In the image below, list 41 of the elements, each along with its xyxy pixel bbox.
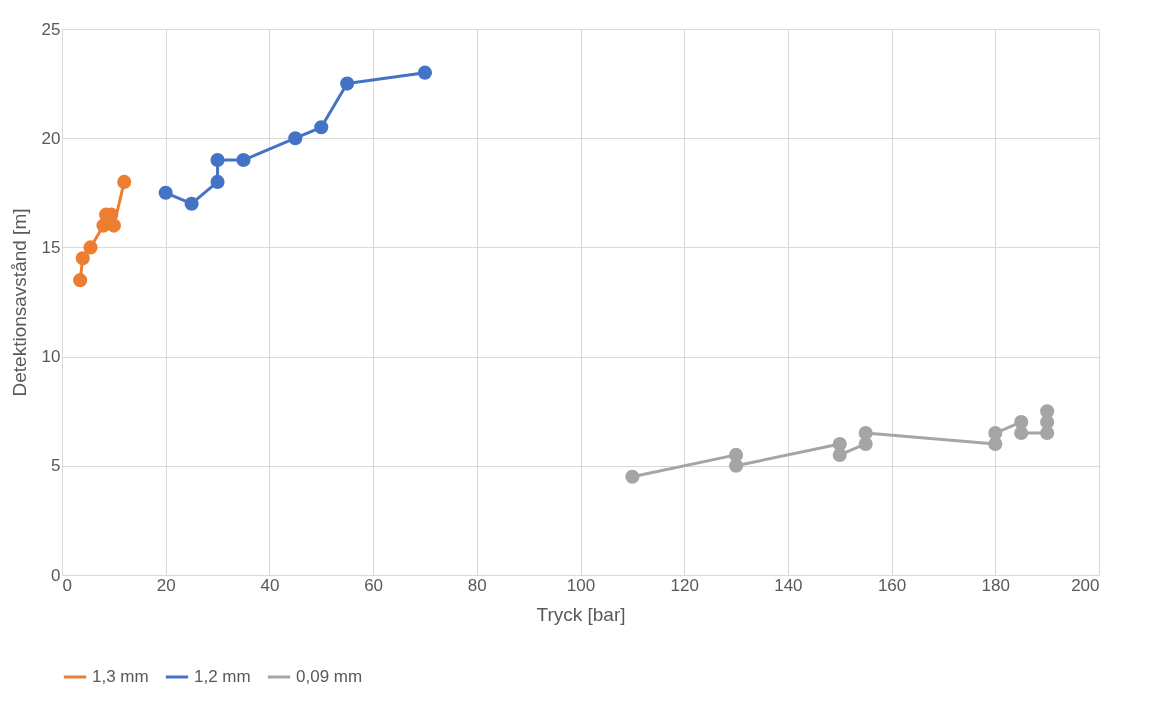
y-tick-label: 25 [41, 19, 61, 39]
legend-label: 1,3 mm [92, 667, 149, 686]
legend-label: 0,09 mm [296, 667, 363, 686]
y-tick-label: 15 [41, 237, 61, 257]
x-tick-label: 80 [467, 575, 487, 595]
point [858, 425, 873, 441]
x-tick-label: 40 [260, 575, 280, 595]
point [625, 469, 640, 484]
point [1014, 425, 1029, 441]
point [288, 131, 303, 146]
point [210, 174, 225, 189]
x-tick-label: 180 [981, 575, 1010, 595]
point [417, 65, 433, 80]
point [236, 152, 251, 168]
x-tick-label: 120 [670, 575, 699, 595]
point [106, 218, 121, 233]
point [728, 458, 744, 473]
x-tick-label: 200 [1071, 575, 1100, 595]
point [73, 273, 88, 288]
x-axis-title: Tryck [bar] [536, 603, 626, 625]
point [210, 152, 225, 168]
y-tick-label: 10 [41, 347, 61, 367]
point [83, 240, 98, 255]
x-tick-label: 140 [774, 575, 803, 595]
point [1040, 404, 1055, 419]
point [184, 196, 199, 211]
point [314, 120, 329, 135]
point [340, 76, 355, 91]
x-tick-label: 100 [566, 575, 596, 595]
y-tick-label: 20 [41, 128, 61, 148]
point [158, 185, 173, 200]
point [832, 447, 847, 462]
x-tick-label: 20 [156, 575, 176, 595]
x-tick-label: 60 [364, 575, 384, 595]
point [117, 174, 132, 189]
y-axis-title: Detektionsavstånd [m] [8, 208, 30, 397]
point [75, 251, 90, 266]
y-tick-label: 5 [51, 456, 61, 476]
point [988, 425, 1003, 441]
legend-label: 1,2 mm [194, 667, 251, 686]
x-tick-label: 160 [877, 575, 907, 595]
